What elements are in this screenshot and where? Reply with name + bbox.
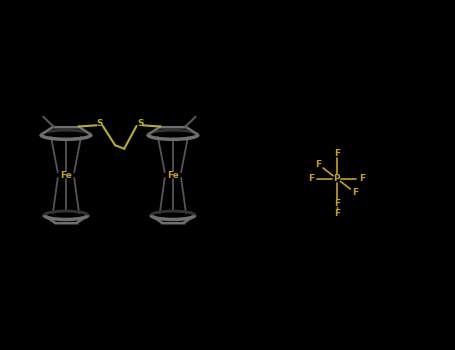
Text: F: F (352, 188, 358, 197)
Text: F: F (334, 209, 340, 218)
Text: F: F (315, 160, 322, 169)
Text: S: S (96, 119, 102, 128)
Text: Fe: Fe (167, 170, 179, 180)
Text: F: F (308, 174, 315, 183)
Text: F: F (334, 198, 340, 208)
Text: P: P (334, 174, 340, 183)
Text: S: S (137, 119, 143, 128)
Text: Fe: Fe (60, 170, 72, 180)
Text: F: F (359, 174, 365, 183)
Text: F: F (334, 149, 340, 159)
